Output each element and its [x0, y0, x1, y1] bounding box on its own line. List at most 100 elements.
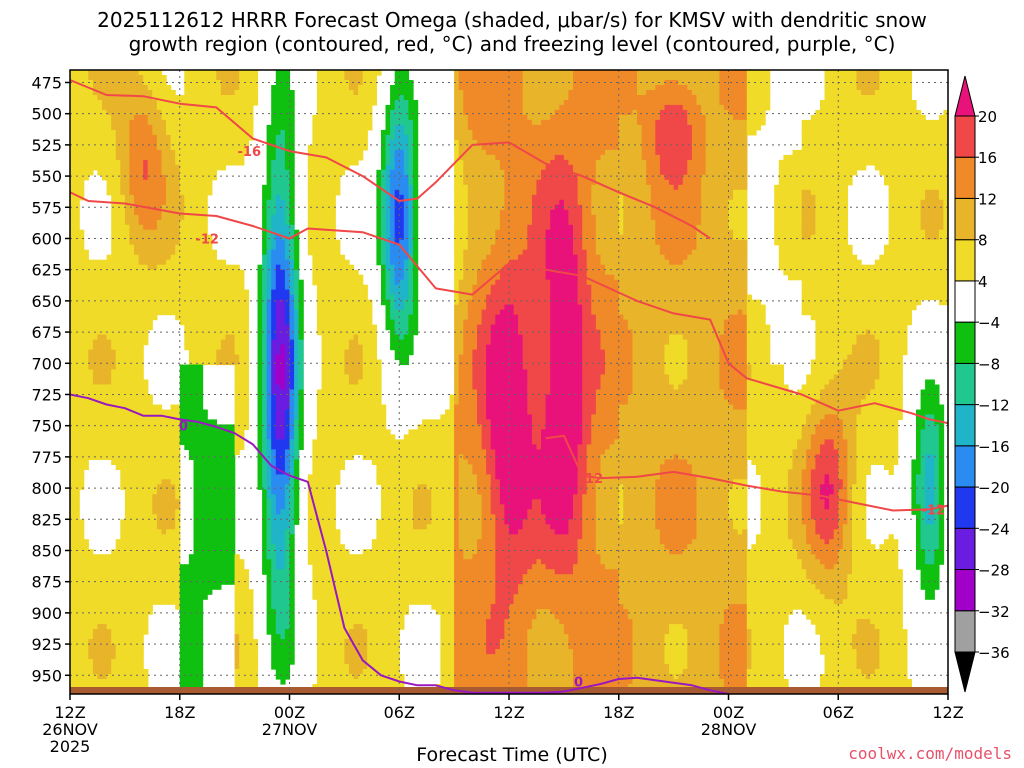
omega-cell	[157, 489, 162, 495]
omega-cell	[120, 484, 125, 490]
omega-cell	[129, 624, 134, 630]
omega-cell	[166, 245, 171, 251]
omega-cell	[152, 310, 157, 316]
omega-cell	[148, 599, 153, 605]
omega-cell	[125, 524, 130, 530]
omega-cell	[125, 509, 130, 515]
omega-cell	[70, 444, 75, 450]
omega-cell	[102, 609, 107, 615]
omega-cell	[70, 594, 75, 600]
omega-cell	[171, 170, 176, 176]
omega-cell	[93, 419, 98, 425]
omega-cell	[102, 589, 107, 595]
omega-cell	[88, 320, 93, 326]
omega-cell	[70, 439, 75, 445]
omega-cell	[157, 285, 162, 291]
omega-cell	[148, 305, 153, 311]
omega-cell	[166, 190, 171, 196]
omega-cell	[107, 429, 112, 435]
omega-cell	[129, 599, 134, 605]
omega-cell	[143, 230, 148, 236]
omega-cell	[134, 380, 139, 386]
omega-cell	[134, 185, 139, 191]
omega-cell	[139, 554, 144, 560]
omega-cell	[79, 574, 84, 580]
omega-cell	[116, 459, 121, 465]
omega-cell	[134, 165, 139, 171]
omega-cell	[129, 504, 134, 510]
omega-cell	[148, 499, 153, 505]
omega-cell	[171, 310, 176, 316]
omega-cell	[70, 150, 75, 156]
omega-cell	[102, 285, 107, 291]
omega-cell	[84, 250, 89, 256]
omega-cell	[162, 589, 167, 595]
omega-cell	[148, 310, 153, 316]
omega-cell	[148, 479, 153, 485]
omega-cell	[102, 624, 107, 630]
omega-cell	[134, 325, 139, 331]
omega-cell	[111, 395, 116, 401]
omega-cell	[134, 235, 139, 241]
omega-cell	[166, 519, 171, 525]
omega-cell	[70, 634, 75, 640]
omega-cell	[166, 155, 171, 161]
omega-cell	[139, 429, 144, 435]
omega-cell	[120, 260, 125, 266]
omega-cell	[171, 290, 176, 296]
omega-cell	[116, 310, 121, 316]
omega-cell	[171, 489, 176, 495]
omega-cell	[79, 120, 84, 126]
omega-cell	[88, 270, 93, 276]
omega-cell	[125, 504, 130, 510]
omega-cell	[111, 654, 116, 660]
omega-cell	[84, 290, 89, 296]
omega-cell	[125, 145, 130, 151]
omega-cell	[171, 479, 176, 485]
omega-cell	[75, 534, 80, 540]
omega-cell	[107, 260, 112, 266]
omega-cell	[79, 634, 84, 640]
omega-cell	[111, 410, 116, 416]
omega-cell	[139, 130, 144, 136]
omega-cell	[93, 634, 98, 640]
omega-cell	[75, 594, 80, 600]
omega-cell	[166, 539, 171, 545]
omega-cell	[79, 230, 84, 236]
omega-cell	[125, 494, 130, 500]
omega-cell	[129, 469, 134, 475]
omega-cell	[120, 375, 125, 381]
omega-cell	[88, 275, 93, 281]
omega-cell	[116, 410, 121, 416]
omega-cell	[125, 295, 130, 301]
omega-cell	[111, 185, 116, 191]
omega-cell	[152, 275, 157, 281]
omega-cell	[107, 85, 112, 91]
omega-cell	[97, 335, 102, 341]
omega-cell	[111, 230, 116, 236]
omega-cell	[111, 270, 116, 276]
omega-cell	[97, 380, 102, 386]
omega-cell	[157, 554, 162, 560]
omega-cell	[70, 295, 75, 301]
omega-cell	[171, 434, 176, 440]
omega-cell	[162, 444, 167, 450]
omega-cell	[107, 350, 112, 356]
omega-cell	[97, 624, 102, 630]
omega-cell	[148, 155, 153, 161]
omega-cell	[93, 679, 98, 685]
omega-cell	[166, 529, 171, 535]
omega-cell	[143, 200, 148, 206]
omega-cell	[125, 160, 130, 166]
omega-cell	[75, 130, 80, 136]
omega-cell	[134, 160, 139, 166]
omega-cell	[88, 110, 93, 116]
omega-cell	[111, 594, 116, 600]
omega-cell	[79, 429, 84, 435]
omega-cell	[152, 210, 157, 216]
omega-cell	[166, 170, 171, 176]
omega-cell	[75, 649, 80, 655]
omega-cell	[162, 464, 167, 470]
omega-cell	[79, 275, 84, 281]
omega-cell	[162, 115, 167, 121]
